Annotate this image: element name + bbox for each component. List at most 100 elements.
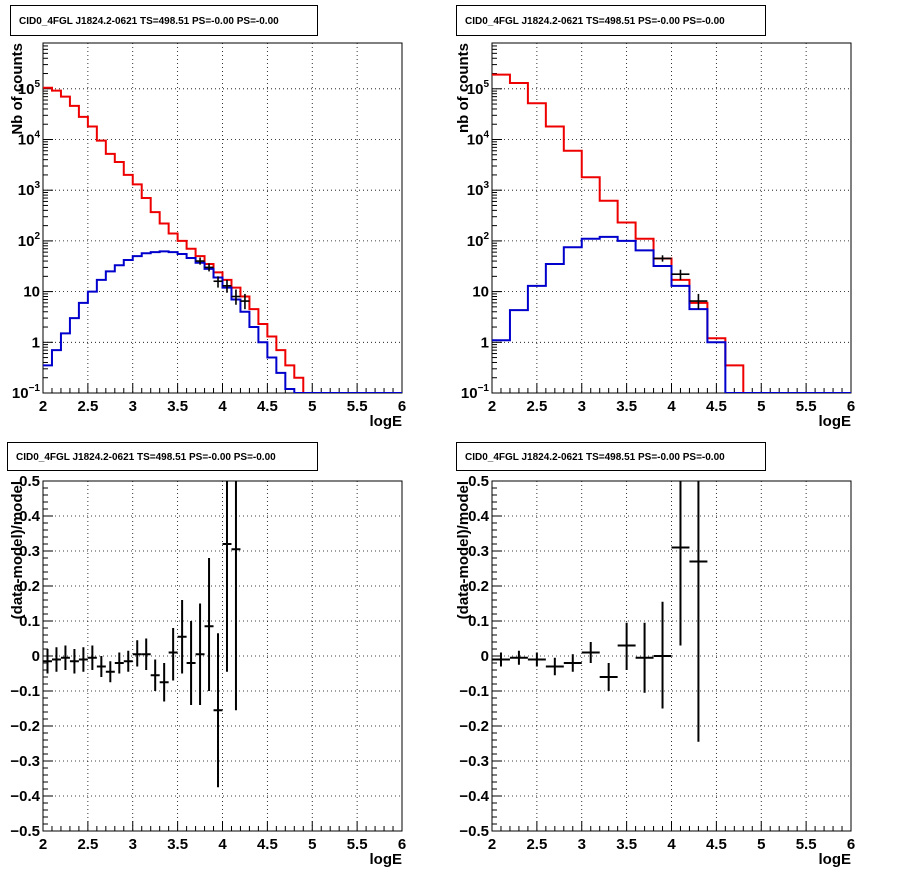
y-tick-label: 104 [18,129,41,148]
y-tick-label: 10 [472,284,489,301]
data-point [195,257,205,265]
residual-point [545,657,564,676]
residual-point [563,654,582,672]
data-point [653,255,672,262]
data-point [222,279,232,293]
y-tick-label: −0.1 [459,683,489,700]
x-tick-label: 5.5 [796,398,817,415]
x-tick-label: 3 [129,836,137,853]
x-tick-label: 5 [308,398,316,415]
y-tick-label: 10−1 [461,383,490,402]
y-tick-label: −0.2 [459,718,489,735]
residual-point [177,600,187,674]
data-point [240,293,250,310]
residual-point [492,652,510,667]
residual-point [581,642,600,663]
x-tick-label: 5.5 [347,836,368,853]
y-tick-label: 0 [32,648,40,665]
y-tick-label: −0.2 [10,718,40,735]
data-point [231,289,241,305]
histogram-series-2 [492,235,851,393]
residual-point [599,663,618,691]
residual-point [689,481,708,742]
y-tick-label: 0.1 [19,613,40,630]
x-tick-label: 6 [847,836,855,853]
chart-title: CID0_4FGL J1824.2-0621 TS=498.51 PS=-0.0… [465,16,725,27]
y-tick-label: 0.2 [19,578,40,595]
y-tick-label: 0.2 [468,578,489,595]
x-axis-ticks [42,821,403,831]
x-tick-label: 4.5 [257,836,278,853]
residual-point [509,650,528,665]
residual-point [159,663,169,702]
title-box [10,5,318,36]
x-tick-label: 4 [218,398,227,415]
residual-point [69,649,79,674]
x-tick-label: 6 [398,836,406,853]
x-tick-label: 5 [757,398,765,415]
residual-point [635,622,654,693]
x-axis-ticks [42,383,403,393]
y-tick-label: 102 [467,231,490,250]
x-tick-label: 2.5 [77,398,98,415]
x-axis-ticks [491,383,852,393]
x-tick-label: 4 [667,836,676,853]
y-tick-label: 0.4 [19,508,41,525]
residual-point [141,638,151,670]
x-tick-label: 2 [39,836,47,853]
y-axis-ticks [492,42,502,394]
y-tick-label: 0.3 [468,543,489,560]
y-tick-label: 103 [467,180,490,199]
y-tick-label: 0.5 [19,473,40,490]
x-axis-label: logE [370,413,403,430]
residual-point [150,659,160,691]
chart-title: CID0_4FGL J1824.2-0621 TS=498.51 PS=-0.0… [465,452,725,463]
x-tick-label: 3.5 [167,398,188,415]
x-tick-label: 5 [308,836,316,853]
x-tick-label: 2 [39,398,47,415]
residual-point [105,661,115,683]
chart-title: CID0_4FGL J1824.2-0621 TS=498.51 PS=-0.0… [19,16,279,27]
residual-point [168,628,178,681]
y-axis-ticks [43,42,53,394]
x-tick-label: 2 [488,836,496,853]
residual-point [123,650,133,672]
grid-lines [43,481,402,831]
y-axis-label: Nb of counts [9,43,26,135]
x-tick-label: 3 [578,398,586,415]
y-tick-label: −0.4 [459,788,489,805]
residual-point [186,621,196,705]
x-tick-label: 5.5 [347,398,368,415]
y-tick-label: 0.4 [468,508,490,525]
title-box [456,442,766,471]
residual-point [222,481,232,672]
data-point [689,293,708,310]
x-tick-label: 3.5 [616,836,637,853]
residual-point [527,652,546,667]
x-tick-label: 5 [757,836,765,853]
y-tick-label: 0.1 [468,613,489,630]
chart-panel-3: CID0_4FGL J1824.2-0621 TS=498.51 PS=-0.0… [7,442,406,868]
x-tick-label: 2.5 [526,836,547,853]
residual-point [204,558,214,691]
y-tick-label: −0.5 [459,823,489,840]
x-tick-label: 4.5 [257,398,278,415]
residual-point [96,656,106,677]
x-tick-label: 2.5 [526,398,547,415]
x-tick-label: 2.5 [77,836,98,853]
data-point [671,269,690,280]
chart-panel-1: CID0_4FGL J1824.2-0621 TS=498.51 PS=-0.0… [9,5,406,430]
x-axis-label: logE [819,413,852,430]
chart-panel-2: CID0_4FGL J1824.2-0621 TS=498.51 PS=-0.0… [455,5,855,430]
x-tick-label: 3.5 [616,398,637,415]
grid-lines [43,43,402,393]
x-tick-label: 3.5 [167,836,188,853]
residual-point [132,640,142,667]
y-tick-label: 10−1 [12,383,41,402]
residual-point [51,647,61,672]
x-tick-label: 4.5 [706,398,727,415]
x-tick-label: 6 [398,398,406,415]
residual-point [78,647,88,672]
data-point [204,263,214,272]
